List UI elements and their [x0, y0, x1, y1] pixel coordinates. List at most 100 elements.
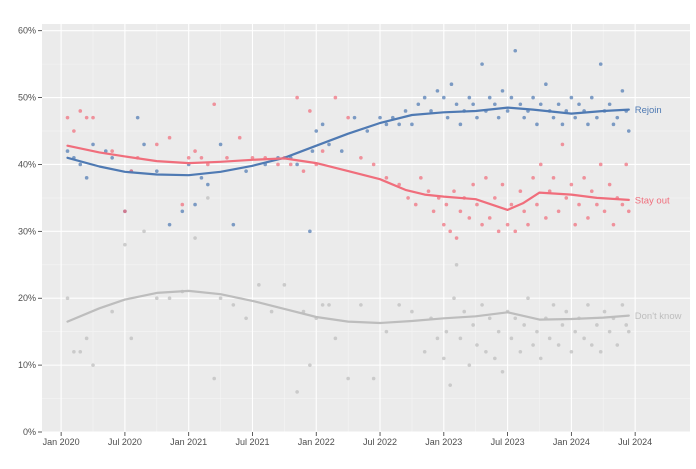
- rejoin-point: [78, 162, 83, 167]
- rejoin-point: [598, 62, 603, 66]
- stay-out-point: [308, 109, 312, 113]
- don-t-know-point: [452, 296, 456, 301]
- rejoin-point: [416, 102, 421, 107]
- don-t-know-point: [212, 376, 217, 381]
- rejoin-point: [206, 182, 210, 187]
- stay-out-point: [65, 115, 70, 120]
- rejoin-point: [308, 229, 312, 234]
- x-tick-label: Jan 2020: [43, 437, 80, 447]
- rejoin-point: [518, 102, 523, 107]
- don-t-know-point: [218, 296, 223, 301]
- stay-out-series-label: Stay out: [635, 195, 670, 206]
- don-t-know-point: [78, 349, 83, 354]
- stay-out-point: [493, 196, 497, 200]
- stay-out-point: [123, 209, 127, 214]
- stay-out-point: [544, 216, 548, 220]
- don-t-know-point: [513, 316, 518, 321]
- don-t-know-point: [320, 303, 325, 307]
- don-t-know-point: [586, 303, 590, 307]
- don-t-know-point: [602, 309, 607, 314]
- don-t-know-point: [607, 329, 612, 334]
- don-t-know-point: [167, 296, 172, 301]
- stay-out-point: [573, 222, 577, 227]
- x-tick-label: Jul 2020: [108, 437, 142, 447]
- don-t-know-point: [155, 296, 159, 301]
- stay-out-point: [371, 162, 376, 167]
- don-t-know-point: [295, 390, 299, 394]
- rejoin-point: [244, 169, 248, 173]
- rejoin-point: [218, 142, 223, 147]
- rejoin-point: [509, 95, 514, 100]
- rejoin-point: [573, 115, 577, 120]
- don-t-know-point: [626, 329, 631, 334]
- rejoin-point: [397, 122, 401, 127]
- stay-out-point: [518, 189, 523, 194]
- rejoin-point: [295, 162, 299, 167]
- stay-out-point: [419, 176, 423, 180]
- x-tick-label: Jan 2024: [553, 437, 590, 447]
- stay-out-point: [199, 155, 204, 160]
- don-t-know-point: [110, 309, 114, 314]
- don-t-know-point: [547, 336, 552, 341]
- don-t-know-point: [458, 336, 463, 341]
- stay-out-point: [598, 162, 603, 167]
- stay-out-point: [611, 222, 616, 227]
- don-t-know-point: [371, 376, 376, 381]
- stay-out-point: [551, 176, 556, 180]
- rejoin-point: [167, 222, 172, 227]
- don-t-know-point: [589, 343, 594, 347]
- rejoin-point: [589, 95, 594, 100]
- don-t-know-point: [560, 323, 565, 327]
- rejoin-point: [569, 95, 574, 100]
- don-t-know-point: [462, 309, 467, 314]
- stay-out-point: [582, 176, 586, 180]
- don-t-know-point: [444, 329, 449, 334]
- rejoin-point: [365, 129, 370, 133]
- y-tick-label: 20%: [18, 293, 36, 303]
- rejoin-point: [513, 48, 518, 53]
- rejoin-point: [435, 89, 440, 93]
- stay-out-point: [288, 162, 293, 167]
- don-t-know-point: [500, 370, 505, 374]
- don-t-know-trend-line: [66, 289, 630, 325]
- stay-out-point: [564, 196, 569, 200]
- stay-out-point: [444, 202, 449, 207]
- rejoin-point: [110, 155, 114, 160]
- don-t-know-point: [569, 349, 574, 354]
- stay-out-point: [167, 135, 172, 140]
- stay-out-point: [276, 162, 280, 167]
- stay-out-point: [522, 209, 526, 214]
- stay-out-point: [538, 162, 543, 167]
- x-tick-label: Jul 2023: [491, 437, 525, 447]
- rejoin-point: [422, 95, 427, 100]
- rejoin-point: [65, 149, 70, 153]
- don-t-know-point: [72, 349, 76, 354]
- stay-out-point: [531, 176, 535, 180]
- don-t-know-point: [193, 236, 197, 240]
- stay-out-point: [186, 155, 191, 160]
- stay-out-point: [602, 209, 607, 214]
- rejoin-point: [607, 102, 612, 107]
- stay-out-point: [454, 236, 459, 240]
- don-t-know-point: [487, 316, 492, 321]
- don-t-know-point: [142, 229, 146, 234]
- stay-out-point: [484, 176, 488, 180]
- x-tick-label: Jan 2021: [170, 437, 207, 447]
- stay-out-point: [560, 142, 565, 147]
- stay-out-point: [301, 169, 306, 173]
- stay-out-point: [212, 102, 217, 107]
- rejoin-point: [620, 89, 625, 93]
- don-t-know-point: [269, 309, 274, 314]
- rejoin-point: [458, 122, 463, 127]
- don-t-know-point: [448, 383, 452, 387]
- rejoin-point: [403, 109, 408, 113]
- stay-out-point: [556, 209, 561, 214]
- rejoin-point: [135, 115, 140, 120]
- don-t-know-point: [624, 323, 629, 327]
- don-t-know-point: [91, 363, 95, 367]
- stay-out-point: [569, 182, 574, 187]
- don-t-know-point: [598, 349, 603, 354]
- stay-out-point: [91, 115, 95, 120]
- stay-out-point: [458, 209, 463, 214]
- stay-out-point: [471, 182, 475, 187]
